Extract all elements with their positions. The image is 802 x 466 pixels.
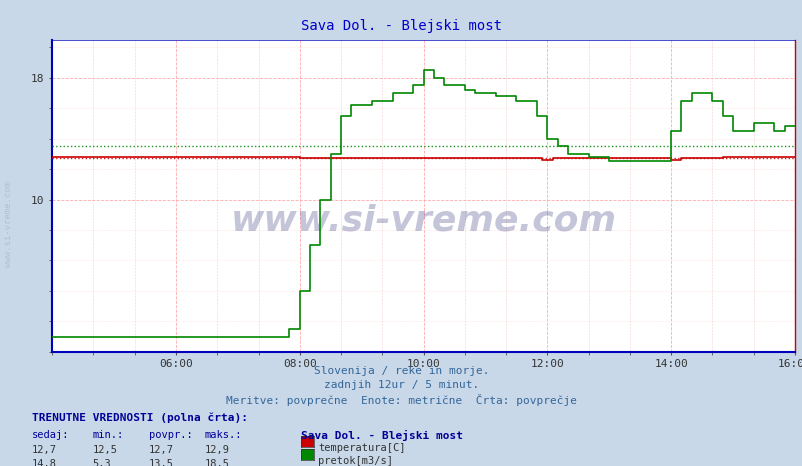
Text: www.si-vreme.com: www.si-vreme.com: [230, 204, 616, 238]
Text: 12,7: 12,7: [148, 445, 173, 455]
Text: min.:: min.:: [92, 430, 124, 440]
Text: 12,5: 12,5: [92, 445, 117, 455]
Text: Slovenija / reke in morje.: Slovenija / reke in morje.: [314, 366, 488, 376]
Text: 12,7: 12,7: [32, 445, 57, 455]
Text: 5,3: 5,3: [92, 459, 111, 466]
Text: 13,5: 13,5: [148, 459, 173, 466]
Text: sedaj:: sedaj:: [32, 430, 70, 440]
Text: povpr.:: povpr.:: [148, 430, 192, 440]
Text: TRENUTNE VREDNOSTI (polna črta):: TRENUTNE VREDNOSTI (polna črta):: [32, 412, 248, 423]
Text: 14,8: 14,8: [32, 459, 57, 466]
Text: zadnjih 12ur / 5 minut.: zadnjih 12ur / 5 minut.: [323, 380, 479, 390]
Text: maks.:: maks.:: [205, 430, 242, 440]
Text: Meritve: povprečne  Enote: metrične  Črta: povprečje: Meritve: povprečne Enote: metrične Črta:…: [225, 394, 577, 406]
Text: Sava Dol. - Blejski most: Sava Dol. - Blejski most: [301, 430, 463, 441]
Text: 18,5: 18,5: [205, 459, 229, 466]
Text: temperatura[C]: temperatura[C]: [318, 443, 405, 452]
Text: 12,9: 12,9: [205, 445, 229, 455]
Text: www.si-vreme.com: www.si-vreme.com: [3, 181, 13, 267]
Text: pretok[m3/s]: pretok[m3/s]: [318, 456, 392, 466]
Text: Sava Dol. - Blejski most: Sava Dol. - Blejski most: [301, 19, 501, 33]
